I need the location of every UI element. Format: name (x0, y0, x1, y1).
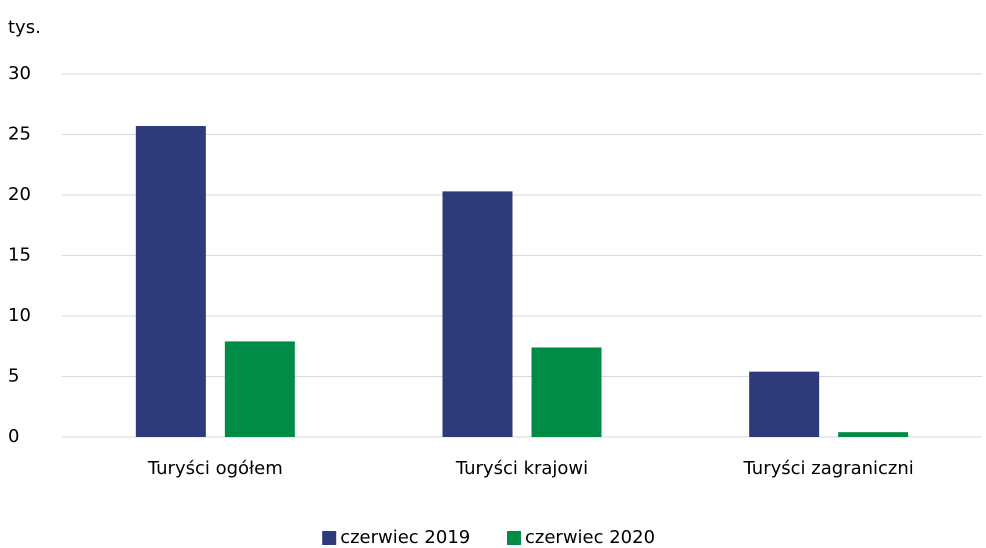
x-tick-label: Turyści zagraniczni (743, 458, 914, 479)
bar (442, 191, 513, 437)
y-tick-label: 30 (8, 63, 31, 84)
y-tick-label: 5 (8, 366, 19, 387)
y-tick-label: 15 (8, 245, 31, 266)
legend-swatch (322, 531, 337, 545)
y-axis-label: tys. (8, 17, 41, 38)
x-tick-label: Turyści ogółem (147, 458, 283, 479)
y-tick-label: 20 (8, 184, 31, 205)
bar (838, 432, 909, 437)
bar (224, 341, 295, 437)
y-tick-label: 25 (8, 124, 31, 145)
y-tick-label: 10 (8, 305, 31, 326)
legend-swatch (507, 531, 521, 545)
legend-label: czerwiec 2020 (525, 527, 655, 548)
legend-label: czerwiec 2019 (340, 527, 470, 548)
bar (749, 371, 820, 437)
y-tick-label: 0 (8, 426, 19, 447)
x-tick-label: Turyści krajowi (455, 458, 588, 479)
bar (531, 347, 602, 437)
bar (135, 126, 206, 437)
